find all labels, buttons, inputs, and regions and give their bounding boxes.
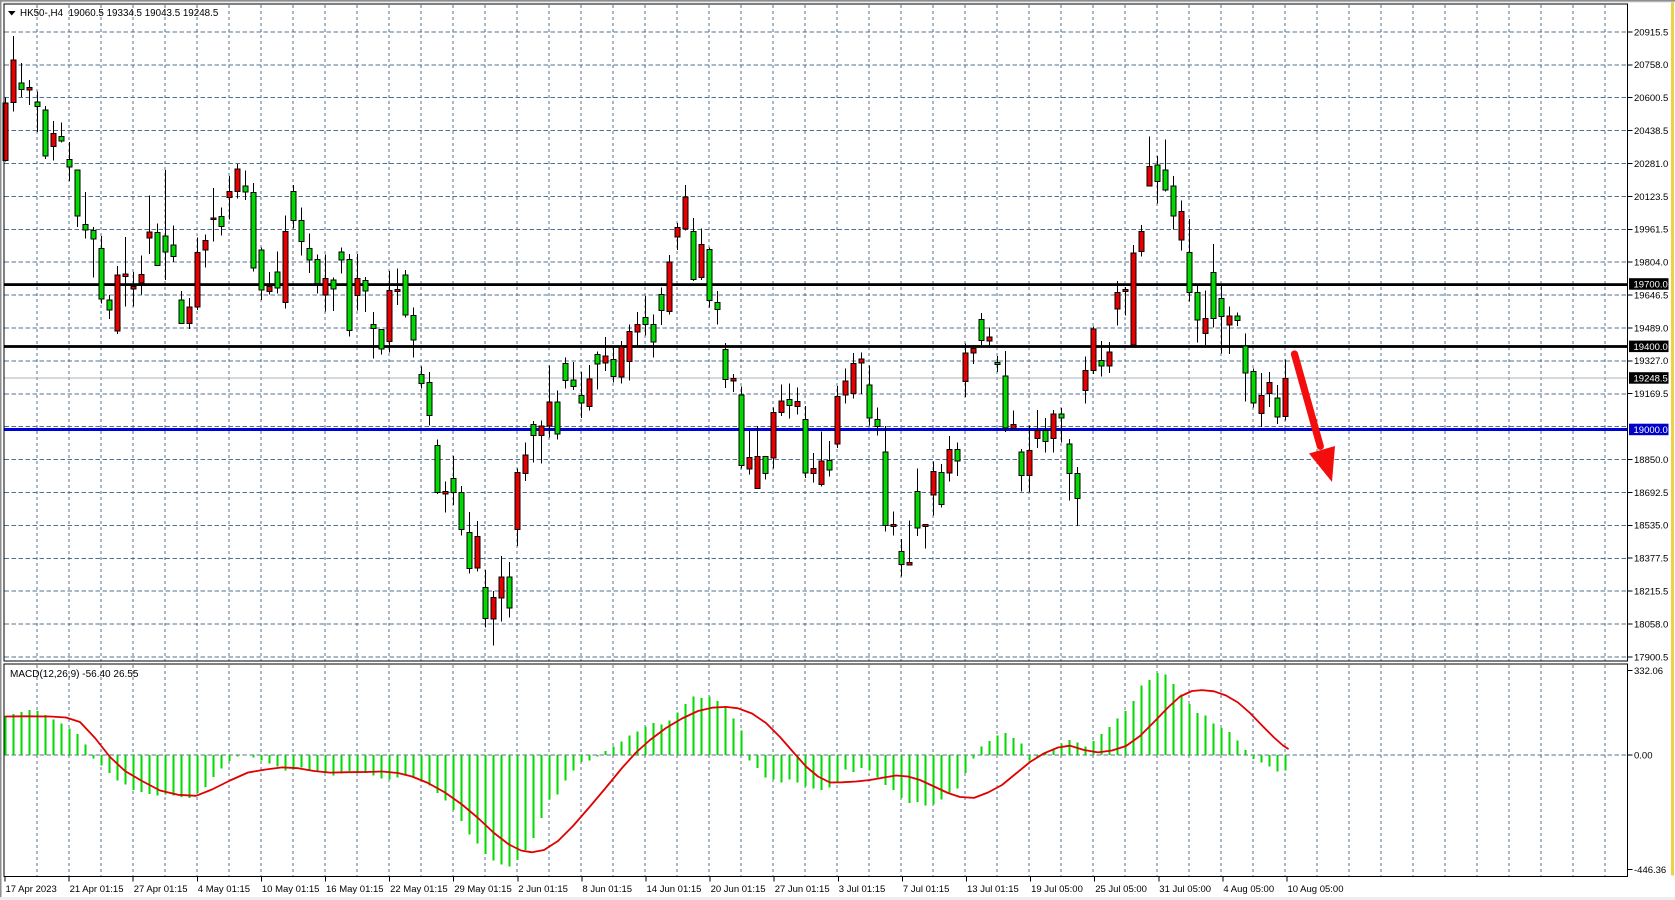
svg-text:17 Apr 2023: 17 Apr 2023 (6, 884, 57, 895)
svg-text:13 Jul 01:15: 13 Jul 01:15 (967, 884, 1019, 895)
svg-text:25 Jul 05:00: 25 Jul 05:00 (1095, 884, 1147, 895)
svg-text:22 May 01:15: 22 May 01:15 (390, 884, 448, 895)
svg-text:19248.5: 19248.5 (1634, 374, 1668, 385)
svg-text:27 Apr 01:15: 27 Apr 01:15 (134, 884, 188, 895)
svg-text:20123.5: 20123.5 (1634, 192, 1668, 203)
svg-text:18850.0: 18850.0 (1634, 455, 1668, 466)
svg-text:19700.0: 19700.0 (1634, 280, 1668, 291)
svg-text:19804.0: 19804.0 (1634, 258, 1668, 269)
svg-text:8 Jun 01:15: 8 Jun 01:15 (582, 884, 632, 895)
svg-text:19646.5: 19646.5 (1634, 291, 1668, 302)
svg-text:16 May 01:15: 16 May 01:15 (326, 884, 384, 895)
svg-text:27 Jun 01:15: 27 Jun 01:15 (775, 884, 830, 895)
svg-text:20438.5: 20438.5 (1634, 126, 1668, 137)
svg-text:19400.0: 19400.0 (1634, 342, 1668, 353)
svg-text:10 Aug 05:00: 10 Aug 05:00 (1288, 884, 1344, 895)
svg-text:332.06: 332.06 (1634, 666, 1663, 677)
svg-text:2 Jun 01:15: 2 Jun 01:15 (518, 884, 568, 895)
svg-text:19000.0: 19000.0 (1634, 425, 1668, 436)
svg-text:MACD(12,26,9) -56.40 26.55: MACD(12,26,9) -56.40 26.55 (10, 669, 139, 680)
svg-text:4 Aug 05:00: 4 Aug 05:00 (1223, 884, 1274, 895)
svg-text:20915.5: 20915.5 (1634, 27, 1668, 38)
svg-text:20 Jun 01:15: 20 Jun 01:15 (711, 884, 766, 895)
svg-text:17900.5: 17900.5 (1634, 652, 1668, 663)
svg-text:29 May 01:15: 29 May 01:15 (454, 884, 512, 895)
svg-text:18058.0: 18058.0 (1634, 619, 1668, 630)
svg-text:10 May 01:15: 10 May 01:15 (262, 884, 320, 895)
svg-text:18535.0: 18535.0 (1634, 521, 1668, 532)
svg-text:HK50-,H4 19060.5 19334.5 1904: HK50-,H4 19060.5 19334.5 19043.5 19248.5 (20, 8, 219, 19)
svg-text:31 Jul 05:00: 31 Jul 05:00 (1159, 884, 1211, 895)
svg-text:4 May 01:15: 4 May 01:15 (198, 884, 250, 895)
svg-text:20281.0: 20281.0 (1634, 159, 1668, 170)
svg-text:14 Jun 01:15: 14 Jun 01:15 (647, 884, 702, 895)
svg-text:7 Jul 01:15: 7 Jul 01:15 (903, 884, 949, 895)
svg-text:19 Jul 05:00: 19 Jul 05:00 (1031, 884, 1083, 895)
svg-text:18215.5: 18215.5 (1634, 587, 1668, 598)
svg-text:18692.5: 18692.5 (1634, 488, 1668, 499)
svg-text:0.00: 0.00 (1634, 750, 1653, 761)
svg-text:19489.0: 19489.0 (1634, 323, 1668, 334)
svg-text:20758.0: 20758.0 (1634, 60, 1668, 71)
svg-text:-446.36: -446.36 (1634, 865, 1666, 876)
svg-text:20600.5: 20600.5 (1634, 93, 1668, 104)
svg-text:19327.0: 19327.0 (1634, 356, 1668, 367)
svg-text:21 Apr 01:15: 21 Apr 01:15 (70, 884, 124, 895)
svg-text:18377.5: 18377.5 (1634, 554, 1668, 565)
svg-text:3 Jul 01:15: 3 Jul 01:15 (839, 884, 885, 895)
svg-text:19169.5: 19169.5 (1634, 389, 1668, 400)
svg-text:19961.5: 19961.5 (1634, 225, 1668, 236)
